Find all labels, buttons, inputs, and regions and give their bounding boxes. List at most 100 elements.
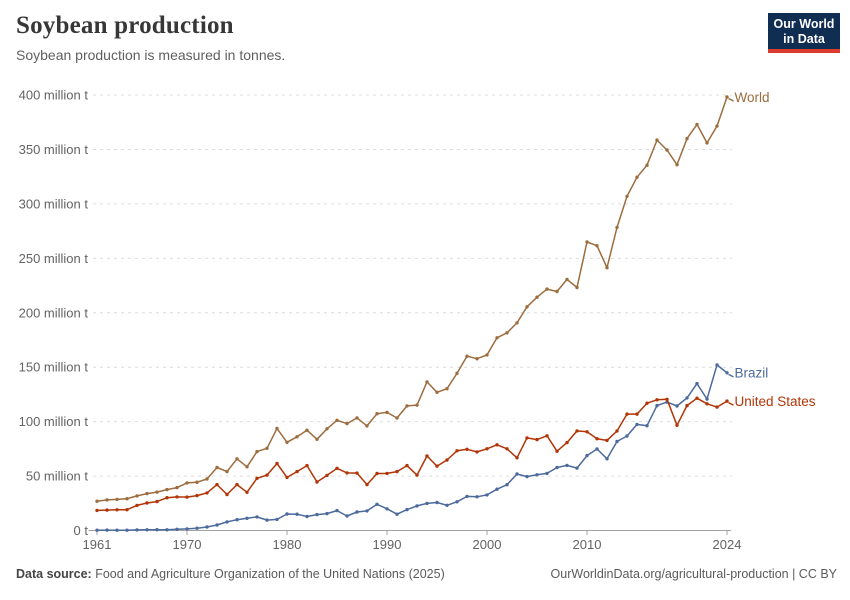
data-point: [95, 499, 99, 503]
data-point: [635, 175, 639, 179]
data-point: [315, 437, 319, 441]
data-point: [125, 508, 129, 512]
data-point: [465, 494, 469, 499]
data-point: [585, 240, 589, 244]
x-axis-label: 1990: [373, 537, 402, 552]
data-point: [165, 528, 169, 532]
data-point: [535, 437, 539, 442]
y-axis-label: 0 t: [74, 523, 89, 538]
data-point: [385, 471, 389, 476]
data-point: [285, 512, 289, 516]
data-point: [575, 429, 579, 433]
data-point: [295, 512, 299, 516]
data-point: [95, 508, 99, 513]
data-point: [135, 503, 139, 508]
data-point: [345, 421, 349, 426]
data-point: [645, 424, 649, 428]
data-point: [255, 515, 259, 519]
attribution-link[interactable]: OurWorldinData.org/agricultural-producti…: [550, 567, 837, 581]
data-point: [185, 495, 189, 499]
series-label-united-states[interactable]: United States: [735, 394, 816, 409]
data-point: [395, 512, 399, 516]
data-point: [345, 514, 349, 518]
data-point: [445, 458, 449, 462]
data-point: [665, 148, 669, 152]
data-point: [305, 463, 309, 468]
data-point: [675, 423, 679, 427]
data-point: [395, 469, 399, 474]
data-point: [135, 528, 139, 532]
data-point: [445, 503, 449, 507]
data-point: [405, 507, 409, 512]
data-point: [525, 436, 529, 440]
data-point: [165, 487, 169, 492]
data-point: [705, 402, 709, 406]
series-markers-united-states: [95, 396, 729, 513]
data-point: [355, 471, 359, 475]
series-line-brazil[interactable]: [96, 364, 728, 531]
data-point: [405, 404, 409, 408]
series-label-brazil[interactable]: Brazil: [735, 366, 769, 381]
y-axis-label: 200 million t: [19, 305, 89, 320]
series-label-world[interactable]: World: [735, 90, 770, 105]
owid-logo[interactable]: Our World in Data: [768, 13, 840, 53]
data-point: [495, 443, 499, 447]
data-point: [475, 450, 479, 454]
data-point: [325, 473, 329, 478]
series-markers-world: [95, 95, 729, 503]
data-point: [665, 397, 669, 401]
data-point: [365, 482, 369, 487]
data-point: [455, 449, 459, 453]
data-point: [165, 496, 169, 500]
data-point: [375, 412, 379, 416]
data-point: [265, 473, 269, 477]
data-point: [95, 528, 99, 532]
data-point: [625, 412, 629, 416]
data-point: [465, 447, 469, 451]
data-point: [345, 471, 349, 475]
data-point: [545, 287, 549, 291]
data-point: [365, 509, 369, 513]
data-point: [715, 363, 719, 367]
data-point: [485, 447, 489, 451]
label-connector-united-states: [728, 401, 734, 406]
data-point: [695, 381, 699, 386]
data-point: [295, 469, 299, 474]
x-axis-label: 2010: [573, 537, 602, 552]
data-point: [595, 437, 599, 441]
data-point: [255, 476, 259, 480]
data-point: [225, 469, 229, 474]
x-axis-label: 1980: [273, 537, 302, 552]
data-point: [385, 410, 389, 415]
x-axis-label: 1961: [83, 537, 112, 552]
data-point: [525, 474, 529, 479]
data-point: [415, 403, 419, 407]
data-point: [105, 528, 109, 532]
data-point: [455, 500, 459, 504]
data-point: [565, 277, 569, 282]
data-source: Data source: Food and Agriculture Organi…: [16, 567, 445, 581]
data-point: [555, 465, 559, 470]
y-axis-label: 300 million t: [19, 196, 89, 211]
data-point: [515, 456, 519, 460]
data-point: [185, 527, 189, 531]
data-point: [595, 244, 599, 248]
data-point: [105, 498, 109, 502]
data-point: [545, 434, 549, 438]
data-point: [645, 163, 649, 167]
data-point: [695, 396, 699, 400]
data-point: [275, 517, 279, 522]
y-axis-label: 250 million t: [19, 251, 89, 266]
chart-footer: Data source: Food and Agriculture Organi…: [16, 567, 837, 581]
data-point: [655, 403, 659, 408]
data-point: [315, 480, 319, 484]
data-point: [495, 487, 499, 491]
series-line-united-states[interactable]: [96, 397, 728, 512]
data-point: [535, 473, 539, 477]
data-point: [235, 457, 239, 461]
data-point: [145, 501, 149, 505]
data-point: [275, 461, 279, 466]
series-line-world[interactable]: [96, 96, 728, 502]
data-point: [115, 497, 119, 502]
page-subtitle: Soybean production is measured in tonnes…: [16, 47, 286, 63]
